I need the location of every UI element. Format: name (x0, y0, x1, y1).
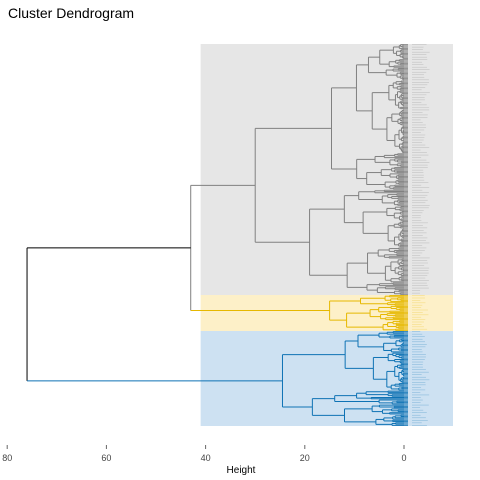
cluster-3-subtree (281, 331, 408, 426)
cluster-band-2 (200, 295, 453, 331)
cluster-band-3 (200, 331, 453, 426)
x-tick-label: 80 (2, 453, 12, 463)
cluster-band-1 (200, 44, 453, 295)
chart-title: Cluster Dendrogram (8, 5, 135, 21)
cluster-2-subtree (329, 295, 408, 331)
dendrogram-branches (26, 44, 408, 426)
x-axis-title: Height (227, 465, 256, 476)
x-axis: Height 80 60 40 20 0 (2, 445, 407, 476)
merge-root (26, 247, 283, 382)
cluster-1-subtree (254, 44, 408, 295)
x-tick-label: 40 (201, 453, 211, 463)
x-tick-label: 20 (300, 453, 310, 463)
x-tick-label: 0 (401, 453, 406, 463)
leaf-labels (412, 44, 430, 426)
cluster-bands (200, 44, 453, 426)
x-tick-label: 60 (101, 453, 111, 463)
